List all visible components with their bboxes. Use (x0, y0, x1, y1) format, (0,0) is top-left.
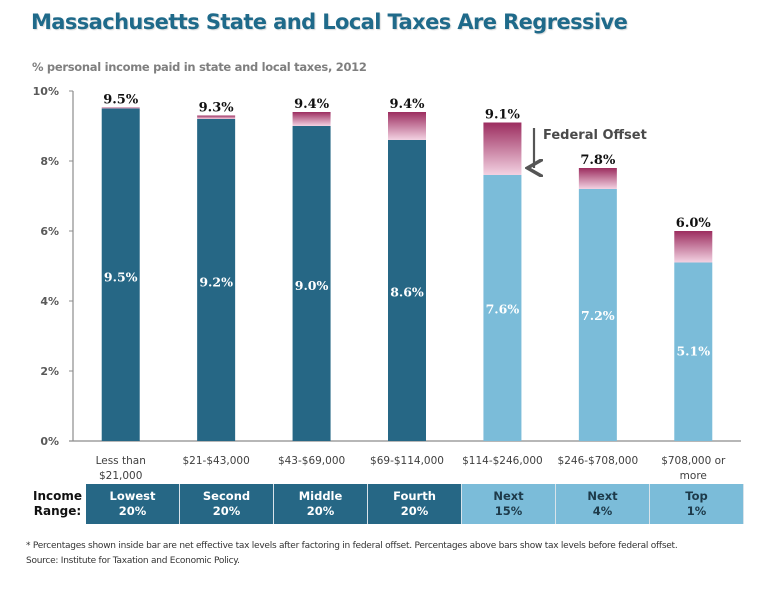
income-range-cell: Next 15% (462, 484, 556, 524)
income-range-cell: Fourth 20% (368, 484, 462, 524)
income-range-share: 20% (212, 504, 241, 518)
total-value-label: 7.8% (580, 153, 616, 168)
income-range-group: Fourth (393, 489, 436, 503)
chart-title: Massachusetts State and Local Taxes Are … (31, 10, 628, 34)
net-value-label: 9.5% (104, 269, 138, 284)
x-category-label: $708,000 or (661, 455, 726, 467)
y-tick-label: 0% (40, 435, 59, 448)
bar-net-tax (578, 189, 617, 441)
income-range-cell: Second 20% (180, 484, 274, 524)
income-range-cell: Lowest 20% (86, 484, 180, 524)
income-range-group: Middle (298, 489, 343, 503)
net-value-label: 8.6% (390, 285, 424, 300)
bar-net-tax (674, 262, 713, 441)
bar-federal-offset (101, 107, 140, 109)
x-category-label: Less than (96, 455, 146, 467)
footnote: * Percentages shown inside bar are net e… (26, 539, 678, 569)
income-range-share: 4% (592, 504, 613, 518)
income-range-share: 20% (306, 504, 335, 518)
income-range-cell: Middle 20% (274, 484, 368, 524)
x-axis-labels: Less than $21,000 $21-$43,000 $43-$69,000 $6… (96, 455, 726, 480)
bar-federal-offset (292, 112, 331, 126)
x-category-label: $114-$246,000 (462, 455, 543, 467)
bar-net-tax (388, 140, 426, 441)
income-range-cell: Top 1% (650, 484, 744, 524)
bar-federal-offset (197, 115, 236, 119)
bars: 9.5% 9.5% 9.3% 9.2% 9.4% 9.0% 9.4% 8.6% 9.1% 7.6%… (101, 93, 713, 441)
income-range-cells: Lowest 20% Second 20% Middle 20% Fourth 20% Next… (86, 484, 744, 524)
y-tick-label: 2% (40, 365, 59, 378)
net-value-label: 9.0% (295, 278, 329, 293)
income-range-share: 20% (400, 504, 429, 518)
net-value-label: 9.2% (199, 274, 233, 289)
total-value-label: 9.5% (103, 93, 139, 108)
net-value-label: 5.1% (676, 343, 710, 358)
bar-federal-offset (578, 168, 617, 189)
chart-subtitle: % personal income paid in state and loca… (32, 60, 367, 74)
bar-net-tax (483, 175, 522, 441)
bar-federal-offset (483, 122, 522, 175)
x-category-label: $21,000 (99, 470, 142, 480)
total-value-label: 9.3% (199, 101, 235, 116)
bar-chart: 0%2%4%6%8%10% 9.5%9.5%9.3%9.2%9.4%9.0%9.… (33, 85, 741, 480)
income-range-group: Second (202, 489, 251, 503)
annotation-label: Federal Offset (543, 128, 647, 143)
income-range-group: Top (685, 489, 708, 503)
income-range-label-line2: Range: (33, 504, 82, 518)
income-range-group: Next (493, 489, 524, 503)
total-value-label: 9.1% (485, 108, 521, 123)
income-range-group: Lowest (109, 489, 156, 503)
net-value-label: 7.6% (486, 301, 520, 316)
y-tick-label: 8% (40, 155, 59, 168)
bar-net-tax (197, 119, 236, 441)
bar-federal-offset (674, 231, 713, 263)
total-value-label: 9.4% (390, 97, 426, 112)
y-tick-label: 4% (40, 295, 59, 308)
income-range-share: 20% (118, 504, 147, 518)
footnote-source: Source: Institute for Taxation and Econo… (26, 556, 240, 566)
income-range-label-line1: Income (32, 489, 82, 503)
bar-net-tax (101, 108, 140, 441)
income-range-share: 1% (686, 504, 707, 518)
x-category-label: more (680, 470, 707, 480)
x-category-label: $246-$708,000 (558, 455, 639, 467)
income-range-group: Next (587, 489, 618, 503)
y-tick-label: 6% (40, 225, 59, 238)
x-category-label: $69-$114,000 (370, 455, 444, 467)
total-value-label: 9.4% (294, 97, 330, 112)
x-category-label: $21-$43,000 (183, 455, 250, 467)
federal-offset-annotation: Federal Offset (534, 128, 647, 168)
income-range-share: 15% (494, 504, 523, 518)
total-value-label: 6.0% (676, 216, 712, 231)
y-tick-label: 10% (33, 85, 59, 98)
footnote-note: * Percentages shown inside bar are net e… (26, 541, 678, 551)
bar-federal-offset (388, 112, 426, 140)
income-range-table: Income Range: Lowest 20% Second 20% Middle 20… (30, 484, 744, 524)
net-value-label: 7.2% (581, 308, 615, 323)
income-range-cell: Next 4% (556, 484, 650, 524)
income-range-label: Income Range: (30, 484, 85, 524)
x-category-label: $43-$69,000 (278, 455, 345, 467)
bar-net-tax (292, 126, 331, 441)
